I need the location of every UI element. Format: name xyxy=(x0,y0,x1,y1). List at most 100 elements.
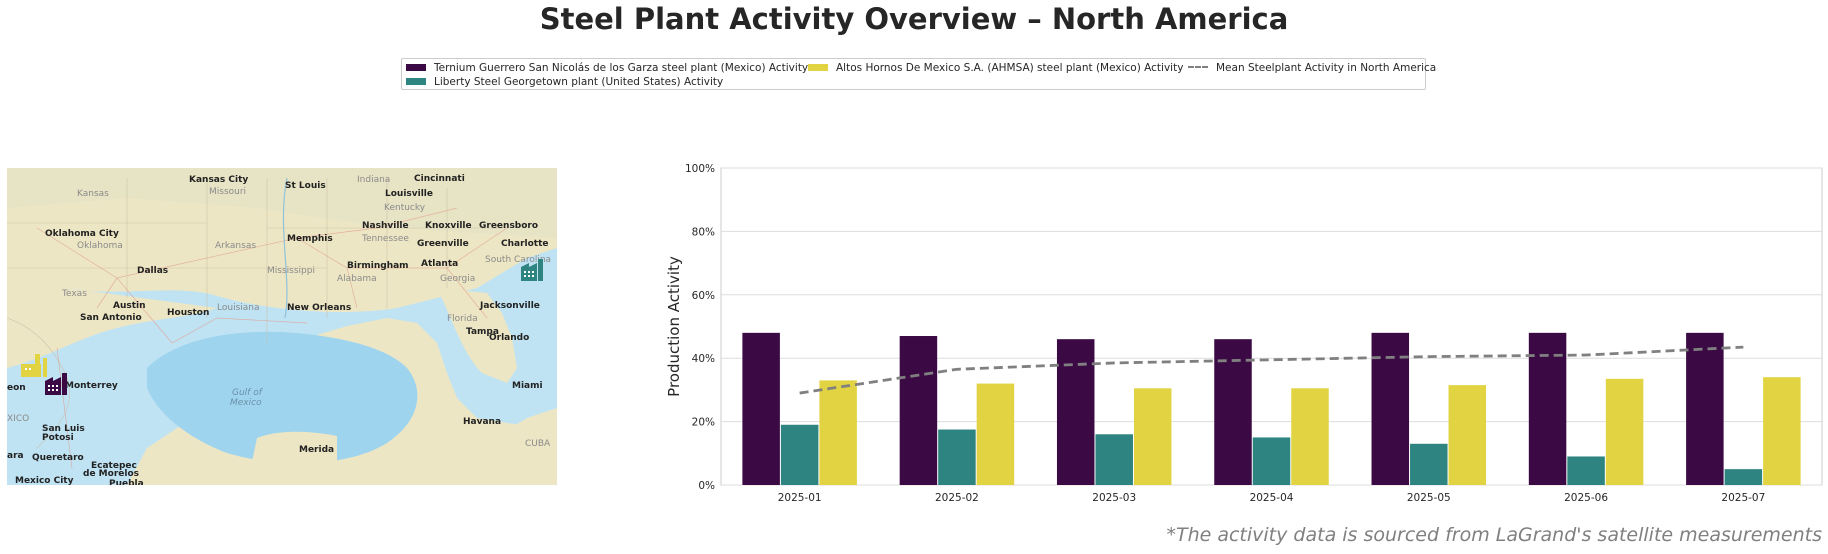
map-label: CUBA xyxy=(525,439,551,449)
x-tick-label: 2025-03 xyxy=(1092,492,1136,504)
map-label: Miami xyxy=(512,381,543,391)
plant-location-map[interactable]: Kansas City St Louis Indiana Cincinnati Kans… xyxy=(7,168,557,485)
map-yucatan xyxy=(247,431,337,485)
legend-label-ahmsa: Altos Hornos De Mexico S.A. (AHMSA) stee… xyxy=(836,62,1184,74)
map-label: Louisville xyxy=(385,189,433,199)
map-label: eon xyxy=(7,383,26,393)
map-label: Havana xyxy=(463,417,501,427)
map-label: ara xyxy=(7,451,24,461)
map-water-shelf xyxy=(7,248,557,485)
y-tick-label: 0% xyxy=(698,480,715,492)
map-label: Houston xyxy=(167,308,209,318)
bar-3 xyxy=(1291,388,1329,485)
map-label: Nashville xyxy=(362,221,409,231)
bar-1 xyxy=(1056,339,1095,485)
legend-item-liberty: Liberty Steel Georgetown plant (United S… xyxy=(406,75,723,89)
y-tick-label: 40% xyxy=(692,353,715,365)
factory-icon-ternium xyxy=(45,373,67,395)
map-canvas: Kansas City St Louis Indiana Cincinnati Kans… xyxy=(7,168,557,485)
map-label: Ecatepec xyxy=(91,461,137,471)
map-label: Georgia xyxy=(440,274,475,284)
map-label: Alabama xyxy=(337,274,377,284)
y-tick-label: 100% xyxy=(685,163,715,175)
bar-1 xyxy=(1528,332,1567,485)
x-tick-label: 2025-02 xyxy=(935,492,979,504)
bar-2 xyxy=(1567,456,1605,485)
map-label: Kentucky xyxy=(384,203,426,213)
map-land-north xyxy=(7,168,557,238)
legend-item-ahmsa: Altos Hornos De Mexico S.A. (AHMSA) stee… xyxy=(808,61,1183,75)
map-label: Indiana xyxy=(357,175,390,185)
map-label: Austin xyxy=(113,301,146,311)
legend-label-ternium: Ternium Guerrero San Nicolás de los Garz… xyxy=(434,62,809,74)
x-tick-label: 2025-07 xyxy=(1721,492,1765,504)
factory-icon-liberty xyxy=(521,259,543,281)
map-label: Greensboro xyxy=(479,221,538,231)
bar-3 xyxy=(1133,388,1172,485)
y-axis-label: Production Activity xyxy=(665,256,683,397)
map-label: Cincinnati xyxy=(414,174,465,184)
chart-title: Steel Plant Activity Overview – North Am… xyxy=(539,2,1289,36)
map-cuba xyxy=(427,415,557,440)
legend-item-ternium: Ternium Guerrero San Nicolás de los Garz… xyxy=(406,61,808,75)
bar-2 xyxy=(1252,437,1291,485)
legend-label-mean: Mean Steelplant Activity in North Americ… xyxy=(1216,62,1437,74)
bar-3 xyxy=(976,383,1015,485)
legend-swatch-ternium xyxy=(406,63,426,71)
map-label: Missouri xyxy=(209,187,246,197)
mean-activity-line xyxy=(799,345,1744,395)
map-label: Memphis xyxy=(287,234,333,244)
y-tick-label: 20% xyxy=(692,417,715,429)
map-label: Louisiana xyxy=(217,303,260,313)
map-label: Atlanta xyxy=(421,259,458,269)
map-label: XICO xyxy=(7,414,29,424)
y-tick-label: 60% xyxy=(692,290,715,302)
map-label: Florida xyxy=(447,314,478,324)
legend-item-mean: Mean Steelplant Activity in North Americ… xyxy=(1188,61,1436,75)
map-label: Mexico xyxy=(230,398,262,408)
map-label: Kansas xyxy=(77,189,109,199)
footnote: *The activity data is sourced from LaGra… xyxy=(1166,524,1822,546)
map-label: Tampa xyxy=(466,327,499,337)
map-label: Arkansas xyxy=(215,241,256,251)
map-label: Charlotte xyxy=(501,239,549,249)
bar-2 xyxy=(938,429,976,485)
map-label: San Antonio xyxy=(80,313,142,323)
map-label: Potosi xyxy=(42,433,74,443)
map-label: Merida xyxy=(299,445,334,455)
bar-1 xyxy=(1371,332,1410,485)
factory-icon-ahmsa xyxy=(21,354,47,377)
bar-1 xyxy=(1686,332,1724,485)
map-label: Queretaro xyxy=(32,453,84,463)
bar-3 xyxy=(1605,378,1644,485)
map-label: Knoxville xyxy=(425,221,472,231)
bar-1 xyxy=(1214,339,1252,485)
map-gulf-deep xyxy=(147,331,418,464)
map-label: Kansas City xyxy=(189,175,248,185)
map-label: Orlando xyxy=(489,333,529,343)
map-label: Mexico City xyxy=(15,476,74,485)
legend-swatch-liberty xyxy=(406,77,426,85)
map-label: Puebla xyxy=(109,479,144,485)
y-tick-label: 80% xyxy=(692,226,715,238)
legend-swatch-ahmsa xyxy=(808,63,828,71)
map-label: South Carolina xyxy=(485,255,551,265)
bar-3 xyxy=(1763,377,1801,485)
chart-legend: Ternium Guerrero San Nicolás de los Garz… xyxy=(401,58,1436,90)
map-label: New Orleans xyxy=(287,303,351,313)
bar-2 xyxy=(1724,469,1763,485)
map-label: Gulf of xyxy=(232,388,264,398)
bar-1 xyxy=(742,332,780,485)
bar-2 xyxy=(1410,443,1448,485)
legend-swatch-mean xyxy=(1188,66,1208,68)
map-florida xyxy=(437,288,517,383)
map-roads xyxy=(36,207,508,469)
map-label: Monterrey xyxy=(65,381,118,391)
map-label: San Luis xyxy=(42,424,85,434)
bar-1 xyxy=(899,336,938,485)
x-tick-label: 2025-05 xyxy=(1407,492,1451,504)
bar-2 xyxy=(1095,434,1133,485)
map-label: Mississippi xyxy=(267,266,315,276)
bar-2 xyxy=(780,424,819,485)
bar-3 xyxy=(819,380,857,485)
